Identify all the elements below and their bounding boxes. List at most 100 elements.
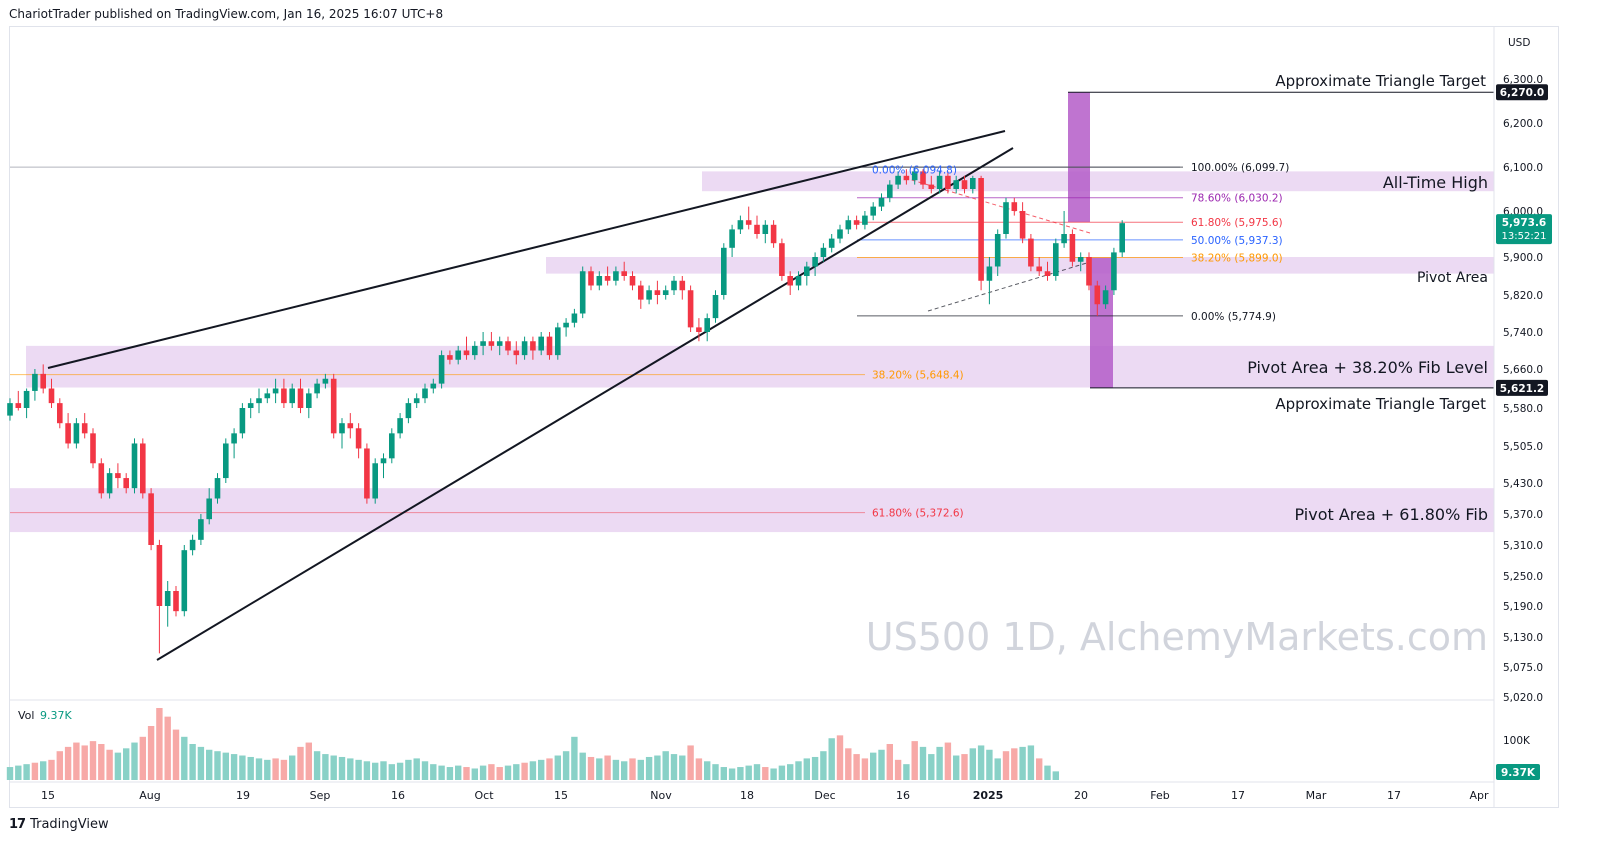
candle (779, 243, 785, 276)
volume-bar (421, 761, 429, 780)
candle (488, 341, 495, 346)
volume-bar (15, 765, 22, 780)
y-tick-label: 5,310.0 (1503, 540, 1543, 552)
watermark: US500 1D, AlchemyMarkets.com (866, 615, 1488, 659)
tradingview-logo-icon: 17 (9, 817, 26, 832)
candle (347, 423, 354, 429)
candle (156, 545, 163, 606)
candle (1061, 234, 1067, 244)
volume-bar (770, 768, 777, 780)
y-tick-label: 5,740.0 (1503, 327, 1543, 339)
candle (140, 443, 146, 494)
volume-bar (820, 751, 827, 780)
target-box-down (1090, 257, 1113, 388)
volume-bar (31, 762, 39, 780)
volume-bar (330, 755, 337, 780)
volume-bar (322, 754, 329, 780)
volume-bar (239, 755, 246, 780)
volume-bar (197, 746, 205, 780)
candle (546, 336, 553, 356)
x-tick-label: Feb (1150, 789, 1169, 802)
volume-bar (131, 742, 138, 780)
candle (621, 271, 627, 276)
volume-bar (1052, 771, 1059, 780)
volume-bar (803, 758, 810, 780)
volume-axis-tick: 100K (1503, 735, 1531, 747)
candle (671, 280, 677, 291)
y-tick-label: 5,505.0 (1503, 441, 1543, 453)
candle (131, 443, 138, 489)
volume-bar (264, 759, 271, 780)
candle (911, 171, 918, 181)
candle (413, 398, 420, 404)
volume-bar (845, 748, 852, 780)
candle (828, 238, 835, 248)
volume-bar (787, 764, 794, 780)
candle (289, 388, 295, 404)
candle (148, 493, 154, 545)
volume-bar (280, 759, 288, 780)
y-tick-label: 5,580.0 (1503, 403, 1543, 415)
last-price-countdown: 13:52:21 (1502, 231, 1547, 242)
candle (787, 276, 793, 286)
volume-bar (919, 746, 927, 780)
tradingview-logo[interactable]: 17 TradingView (9, 817, 109, 832)
candle (214, 478, 221, 499)
candle (521, 341, 528, 356)
candle (1011, 202, 1018, 211)
candle (455, 350, 461, 360)
fib-short-label-1: 78.60% (6,030.2) (1191, 193, 1283, 205)
volume-bar (147, 726, 155, 780)
candle (853, 220, 860, 225)
volume-bar (870, 752, 877, 780)
volume-bar (363, 761, 371, 780)
y-tick-label: 5,660.0 (1503, 364, 1543, 376)
volume-bar (745, 765, 752, 780)
candle (81, 423, 88, 434)
tradingview-brand: TradingView (30, 817, 109, 832)
volume-bar (164, 716, 171, 780)
candle (920, 171, 926, 185)
labels-layer: 100.00% (6,099.7) 78.60% (6,030.2) 61.80% … (18, 72, 1488, 722)
wedge-lower-line (156, 147, 1014, 661)
candle (887, 184, 893, 198)
candle (1069, 234, 1076, 262)
volume-bar (878, 749, 885, 780)
volume-bar (114, 752, 122, 780)
volume-bar (977, 745, 985, 780)
volume-bar (986, 749, 993, 780)
volume-bar (189, 744, 196, 780)
x-tick-label: 15 (554, 789, 568, 802)
volume-bar (1002, 751, 1010, 780)
candle (256, 398, 262, 404)
volume-bar (753, 764, 761, 780)
fib-long-label-1: 38.20% (5,648.4) (872, 370, 964, 382)
zone-3 (26, 345, 1494, 388)
x-tick-label: Oct (474, 789, 494, 802)
candle (115, 473, 121, 479)
candle (513, 350, 520, 356)
wedge-upper-line (47, 130, 1006, 369)
volume-bar (704, 761, 711, 780)
candle (721, 247, 727, 295)
candle (1094, 285, 1101, 305)
volume-bar (538, 759, 545, 780)
candle (355, 428, 362, 449)
volume-bar (596, 758, 603, 780)
y-tick-label: 5,075.0 (1503, 662, 1543, 674)
currency-label: USD (1508, 37, 1530, 49)
annotation-pivot-fib-618: Pivot Area + 61.80% Fib (1295, 505, 1489, 524)
volume-bar (123, 748, 130, 780)
annotation-triangle-target-up: Approximate Triangle Target (1275, 72, 1486, 90)
candle (588, 271, 594, 286)
y-tick-label: 5,820.0 (1503, 290, 1543, 302)
candle (862, 215, 868, 225)
candle (57, 403, 63, 424)
candle (696, 327, 702, 332)
candle (986, 266, 993, 281)
volume-bar (911, 741, 918, 780)
volume-bar (828, 738, 835, 780)
candle (613, 271, 619, 281)
y-tick-label: 5,190.0 (1503, 601, 1543, 613)
